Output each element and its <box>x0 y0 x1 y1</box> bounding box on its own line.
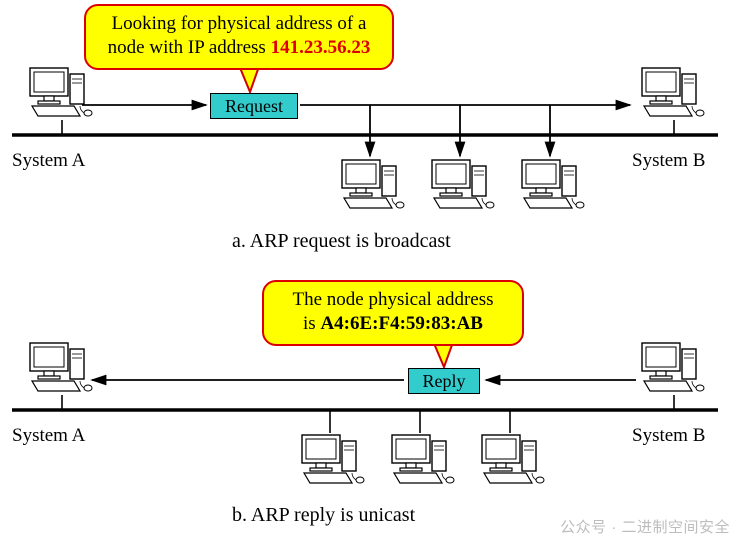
system-a-label-bottom: System A <box>12 425 85 447</box>
bubble-line1: Looking for physical address of a <box>112 13 367 34</box>
bubble-mac: A4:6E:F4:59:83:AB <box>320 313 483 334</box>
watermark: 公众号 · 二进制空间安全 <box>560 516 730 537</box>
caption-b: b. ARP reply is unicast <box>232 504 415 527</box>
bubble-ip: 141.23.56.23 <box>271 37 371 58</box>
system-b-label-top: System B <box>632 150 705 172</box>
bubble2-line2-prefix: is <box>303 313 320 334</box>
bubble-line2-prefix: node with IP address <box>108 37 271 58</box>
arp-diagram: Looking for physical address of a node w… <box>0 0 740 545</box>
request-box-label: Request <box>225 96 283 116</box>
request-box: Request <box>210 93 298 119</box>
caption-a: a. ARP request is broadcast <box>232 230 451 253</box>
reply-box: Reply <box>408 368 480 394</box>
system-b-label-bottom: System B <box>632 425 705 447</box>
reply-box-label: Reply <box>423 371 466 391</box>
reply-bubble: The node physical address is A4:6E:F4:59… <box>262 280 524 346</box>
network-lines-top <box>0 0 740 545</box>
system-a-label-top: System A <box>12 150 85 172</box>
bubble2-line1: The node physical address <box>292 289 493 310</box>
request-bubble: Looking for physical address of a node w… <box>84 4 394 70</box>
